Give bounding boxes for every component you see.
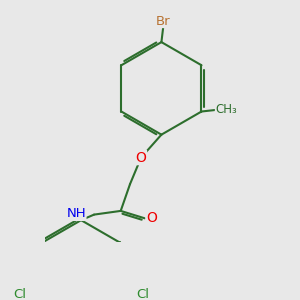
Text: Cl: Cl [136, 288, 149, 300]
Text: O: O [146, 211, 157, 225]
Text: CH₃: CH₃ [215, 103, 237, 116]
Text: O: O [136, 151, 146, 165]
Text: Br: Br [156, 14, 171, 28]
Text: Cl: Cl [13, 288, 26, 300]
Text: NH: NH [66, 207, 86, 220]
